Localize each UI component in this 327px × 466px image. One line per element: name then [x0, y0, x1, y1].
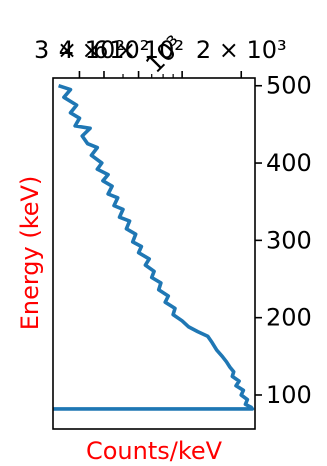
y-tick-label: 200 [266, 304, 312, 332]
y-tick-label: 500 [266, 72, 312, 100]
x-axis-label: Counts/keV [86, 437, 223, 465]
x-tick-label: 4 × 10² [59, 36, 150, 64]
series-line-0 [53, 83, 255, 411]
y-tick-label: 100 [266, 381, 312, 409]
x-tick-label: 2 × 10³ [196, 36, 287, 64]
y-tick-label: 400 [266, 149, 312, 177]
x-tick-label: 3 × 10² [34, 36, 125, 64]
y-tick-label: 300 [266, 226, 312, 254]
y-axis-label: Energy (keV) [16, 176, 44, 331]
x-tick-label: 6 × 10² [93, 36, 184, 64]
plot-frame [52, 77, 256, 430]
